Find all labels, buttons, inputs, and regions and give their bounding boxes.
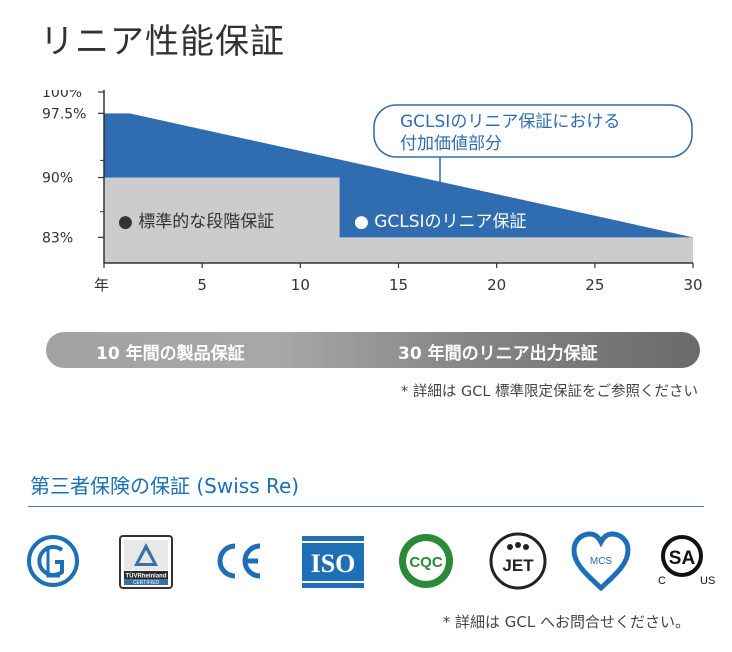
y-tick-label: 90% [42, 171, 73, 187]
jet-logo-icon: JET [489, 532, 547, 590]
tuv-certified-text: CERTIFIED [133, 580, 160, 586]
jet-logo-text: JET [502, 556, 534, 575]
x-tick-label: 5 [197, 276, 207, 294]
linear-warranty-chart: 100% 97.5% 90% 83% 年 5 10 15 20 25 30 ● 標準的な段階保証 ● G… [42, 90, 703, 294]
page-title: リニア性能保証 [40, 22, 285, 62]
warranty-details-note: * 詳細は GCL 標準限定保証をご参照ください [400, 384, 698, 400]
cqc-logo-icon: CQC [399, 534, 453, 588]
iso-logo-icon: ISO [302, 536, 364, 588]
x-tick-label: 25 [585, 276, 604, 294]
insurance-heading: 第三者保険の保証 (Swiss Re) [30, 474, 300, 498]
ce-mark-icon [217, 543, 261, 579]
x-tick-label: 15 [389, 276, 408, 294]
linear-warranty-legend-label: ● GCLSIのリニア保証 [354, 212, 527, 232]
csa-us-text: US [700, 575, 715, 587]
x-tick-label: 年 [94, 276, 109, 294]
tuv-rheinland-logo-icon: TÜVRheinland CERTIFIED [119, 535, 173, 589]
linear-output-warranty-label: 30 年間のリニア出力保証 [398, 344, 598, 364]
x-tick-label: 10 [291, 276, 310, 294]
x-tick-label: 20 [487, 276, 506, 294]
csa-logo-icon: SA C US [658, 535, 715, 587]
x-tick-label: 30 [683, 276, 702, 294]
series-area-step-warranty [104, 177, 693, 263]
y-tick-label: 100% [42, 90, 82, 101]
csa-c-text: C [658, 575, 666, 587]
y-tick-label: 97.5% [42, 106, 86, 122]
section-divider [28, 506, 704, 507]
csa-logo-text: SA [669, 548, 696, 569]
value-added-callout: GCLSIのリニア保証における 付加価値部分 [373, 104, 693, 185]
cqc-logo-text: CQC [409, 554, 443, 571]
tuv-logo-text: TÜVRheinland [125, 573, 166, 580]
gc-logo-icon [27, 535, 79, 587]
contact-note: * 詳細は GCL へお問合せください。 [442, 613, 690, 631]
warranty-period-bar: 10 年間の製品保証 30 年間のリニア出力保証 [46, 332, 700, 368]
mcs-logo-text: MCS [590, 556, 613, 567]
y-tick-label: 83% [42, 230, 73, 246]
product-warranty-label: 10 年間の製品保証 [96, 344, 245, 364]
callout-text-line-1: GCLSIのリニア保証における [400, 112, 620, 132]
step-warranty-legend-label: ● 標準的な段階保証 [118, 212, 274, 232]
callout-text-line-2: 付加価値部分 [400, 134, 502, 154]
callout-box [373, 104, 693, 158]
iso-logo-text: ISO [311, 549, 356, 578]
mcs-logo-icon: MCS [571, 531, 631, 592]
